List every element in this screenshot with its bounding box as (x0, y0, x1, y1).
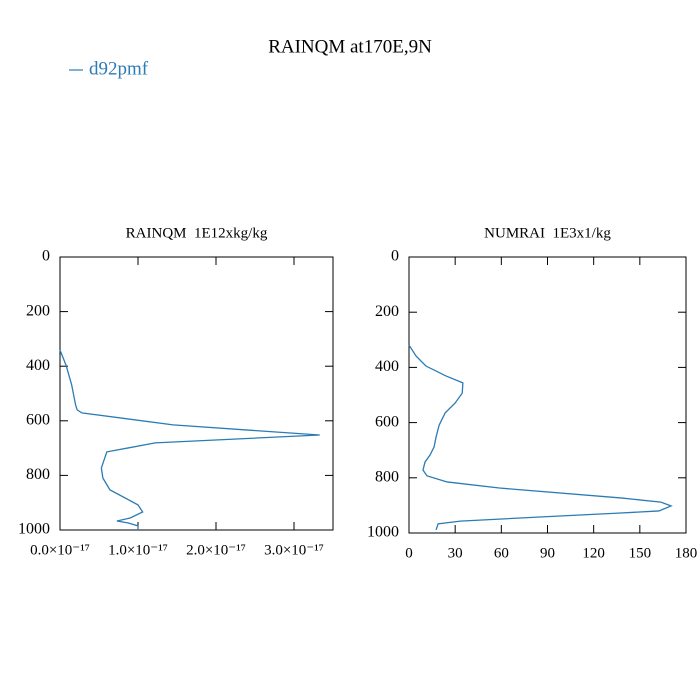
y-tick-label: 800 (26, 466, 50, 483)
y-tick-label: 800 (375, 468, 399, 485)
y-tick-label: 200 (26, 302, 50, 319)
profile-line (408, 344, 673, 531)
x-tick-label: 3.0×10⁻¹⁷ (264, 542, 324, 558)
y-tick-label: 400 (375, 358, 399, 375)
y-tick-label: 1000 (18, 521, 50, 538)
x-tick-label: 1.0×10⁻¹⁷ (108, 542, 168, 558)
legend-label: d92pmf (89, 58, 149, 79)
panel-title: RAINQM 1E12xkg/kg (126, 225, 268, 241)
y-tick-label: 400 (26, 357, 50, 374)
x-tick-label: 150 (629, 545, 652, 561)
x-tick-label: 180 (675, 545, 698, 561)
x-tick-label: 0 (405, 545, 413, 561)
y-tick-label: 1000 (367, 524, 399, 541)
x-tick-label: 2.0×10⁻¹⁷ (186, 542, 246, 558)
y-tick-label: 0 (42, 248, 50, 265)
panel-title: NUMRAI 1E3x1/kg (484, 225, 611, 241)
x-tick-label: 60 (494, 545, 509, 561)
y-tick-label: 200 (375, 303, 399, 320)
x-tick-label: 120 (582, 545, 605, 561)
x-tick-label: 30 (448, 545, 463, 561)
x-tick-label: 90 (540, 545, 555, 561)
x-tick-label: 0.0×10⁻¹⁷ (30, 542, 90, 558)
y-tick-label: 0 (391, 248, 399, 265)
figure-title: RAINQM at170E,9N (268, 36, 432, 57)
y-tick-label: 600 (26, 411, 50, 428)
profile-line (59, 349, 320, 530)
plot-frame (59, 256, 334, 531)
y-tick-label: 600 (375, 413, 399, 430)
